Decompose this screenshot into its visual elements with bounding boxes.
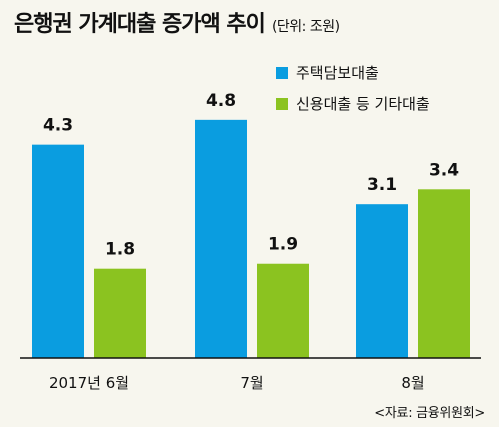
legend-swatch-0 [276,67,288,79]
bar-other-loans-0 [94,268,146,358]
value-labels-layer: 4.3 1.8 4.8 1.9 3.1 3.4 [43,91,459,260]
bars-layer [32,119,470,358]
value-label-mortgage-1: 4.8 [206,91,236,111]
x-tick-label-1: 7월 [240,374,263,392]
chart-title: 은행권 가계대출 증가액 추이 [14,12,266,37]
x-tick-labels-layer: 2017년 6월 7월 8월 [49,374,425,392]
chart-header: 은행권 가계대출 증가액 추이 (단위: 조원) [14,6,340,38]
value-label-mortgage-0: 4.3 [43,116,73,136]
x-tick-label-0: 2017년 6월 [49,374,129,392]
bar-other-loans-2 [418,189,470,358]
unit-note: (단위: 조원) [271,19,340,35]
legend-label-0: 주택담보대출 [296,64,379,82]
legend-swatch-1 [276,98,288,110]
x-tick-label-2: 8월 [401,374,424,392]
value-label-other-loans-1: 1.9 [268,235,298,255]
source-note: <자료: 금융위원회> [374,406,485,421]
legend-label-1: 신용대출 등 기타대출 [296,95,430,113]
bar-mortgage-1 [195,119,247,358]
bar-mortgage-0 [32,144,84,358]
bar-other-loans-1 [257,263,309,358]
value-label-other-loans-2: 3.4 [429,160,459,180]
value-label-mortgage-2: 3.1 [367,175,397,195]
bar-mortgage-2 [356,204,408,358]
value-label-other-loans-0: 1.8 [105,240,135,260]
